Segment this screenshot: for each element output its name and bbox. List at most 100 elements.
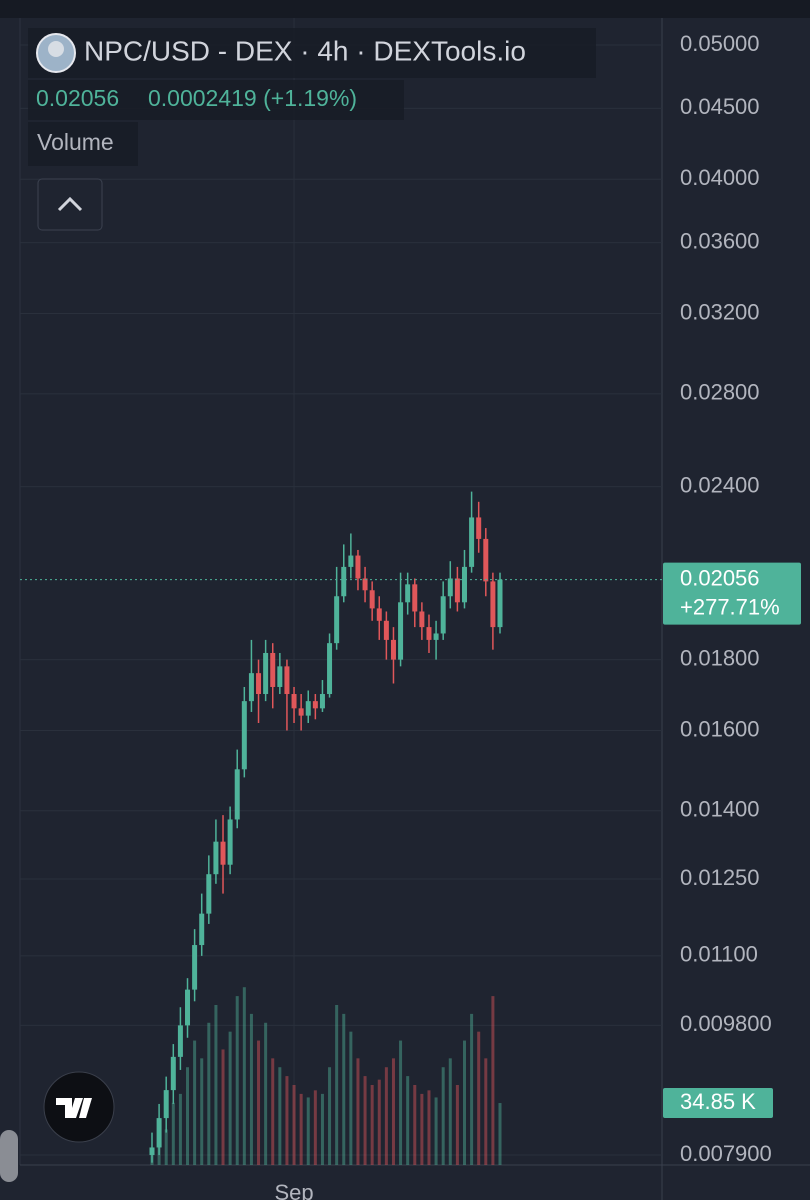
candle-body (334, 596, 340, 644)
candle-body (213, 841, 219, 875)
volume-bar (221, 1049, 225, 1165)
y-tick-label: 0.04000 (680, 165, 760, 190)
candle-body (476, 517, 482, 539)
candle-body (170, 1056, 176, 1091)
candle-body (461, 566, 467, 603)
candle-body (241, 701, 247, 770)
volume-bar (292, 1085, 296, 1165)
candle-body (156, 1118, 162, 1148)
volume-bar (228, 1031, 232, 1165)
volume-bar (448, 1058, 452, 1165)
volume-bar (200, 1058, 204, 1165)
volume-bar (356, 1058, 360, 1165)
grid (20, 18, 662, 1165)
y-tick-label: 0.01100 (680, 942, 758, 967)
candle-body (256, 673, 262, 695)
volume-bar (477, 1031, 481, 1165)
volume-label: Volume (37, 129, 114, 155)
volume-bar (413, 1085, 417, 1165)
candle-body (220, 841, 226, 865)
volume-bars (150, 987, 502, 1165)
price-tag (663, 562, 801, 625)
collapse-button[interactable] (37, 178, 103, 231)
volume-bar (363, 1076, 367, 1165)
candle-body (348, 555, 354, 567)
y-tick-label: 0.009800 (680, 1011, 772, 1036)
candle-body (390, 639, 396, 660)
token-icon-face (48, 41, 64, 57)
candle-body (433, 633, 439, 640)
volume-bar (420, 1093, 424, 1165)
candle-body (277, 666, 283, 687)
collapse-icon (57, 196, 83, 212)
volume-tag-label: 34.85 K (680, 1089, 756, 1114)
candle-body (490, 581, 496, 628)
candle-body (185, 989, 191, 1026)
last-price: 0.02056 (36, 85, 119, 111)
volume-bar (171, 1102, 175, 1165)
volume-bar (498, 1103, 502, 1165)
volume-bar (214, 1005, 218, 1165)
tv-logo-mark (56, 1098, 92, 1118)
y-tick-label: 0.01600 (680, 716, 760, 741)
y-tick-label: 0.03200 (680, 299, 760, 324)
candle-body (355, 555, 361, 579)
volume-bar (406, 1076, 410, 1165)
candle-body (405, 584, 411, 603)
candle-body (305, 701, 311, 716)
volume-bar (186, 1067, 190, 1165)
volume-bar (242, 987, 246, 1165)
y-tick-label: 0.02400 (680, 472, 760, 497)
volume-bar (462, 1040, 466, 1165)
candle-body (383, 620, 389, 640)
y-tick-label: 0.01250 (680, 865, 760, 890)
volume-bar (470, 1013, 474, 1165)
candle-body (341, 566, 347, 597)
price-tag-change: +277.71% (680, 594, 780, 619)
candle-body (497, 579, 503, 628)
volume-bar (264, 1022, 268, 1165)
candle-body (454, 578, 460, 603)
price-axis: 0.05000 0.04500 0.04000 0.03600 0.03200 0.028… (274, 31, 801, 1200)
volume-bar (328, 1067, 332, 1165)
volume-bar (427, 1090, 431, 1165)
legend-backdrop (28, 80, 404, 120)
volume-tag (663, 1088, 773, 1119)
price-tag-value: 0.02056 (680, 565, 760, 590)
volume-bar (342, 1013, 346, 1165)
candle-body (199, 913, 205, 946)
volume-bar (207, 1022, 211, 1165)
candle-body (149, 1147, 155, 1156)
volume-bar (377, 1079, 381, 1165)
y-tick-label: 0.02800 (680, 380, 760, 405)
change-label: 0.0002419 (+1.19%) (148, 85, 357, 111)
candle-body (327, 643, 333, 695)
candle-body (298, 708, 304, 716)
candle-body (234, 769, 240, 820)
candle-body (376, 608, 382, 621)
volume-bar (455, 1085, 459, 1165)
volume-bar (434, 1097, 438, 1165)
y-tick-label: 0.01400 (680, 797, 760, 822)
volume-bar (299, 1093, 303, 1165)
candle-body (291, 694, 297, 709)
volume-bar (257, 1040, 261, 1165)
chart-title: NPC/USD - DEX · 4h · DEXTools.io (84, 35, 526, 66)
candle-body (312, 701, 318, 709)
candle-body (398, 602, 404, 660)
title-backdrop (28, 28, 596, 78)
y-tick-label: 0.007900 (680, 1141, 772, 1166)
candle-body (263, 652, 269, 695)
volume-bar (349, 1031, 353, 1165)
scroll-handle[interactable] (0, 1130, 18, 1182)
candle-body (440, 596, 446, 634)
volume-bar (441, 1067, 445, 1165)
volume-bar (178, 1093, 182, 1165)
candle-body (412, 584, 418, 612)
volume-bar (399, 1040, 403, 1165)
volume-bar (313, 1090, 317, 1165)
volume-bar (484, 1058, 488, 1165)
volume-bar (235, 996, 239, 1165)
